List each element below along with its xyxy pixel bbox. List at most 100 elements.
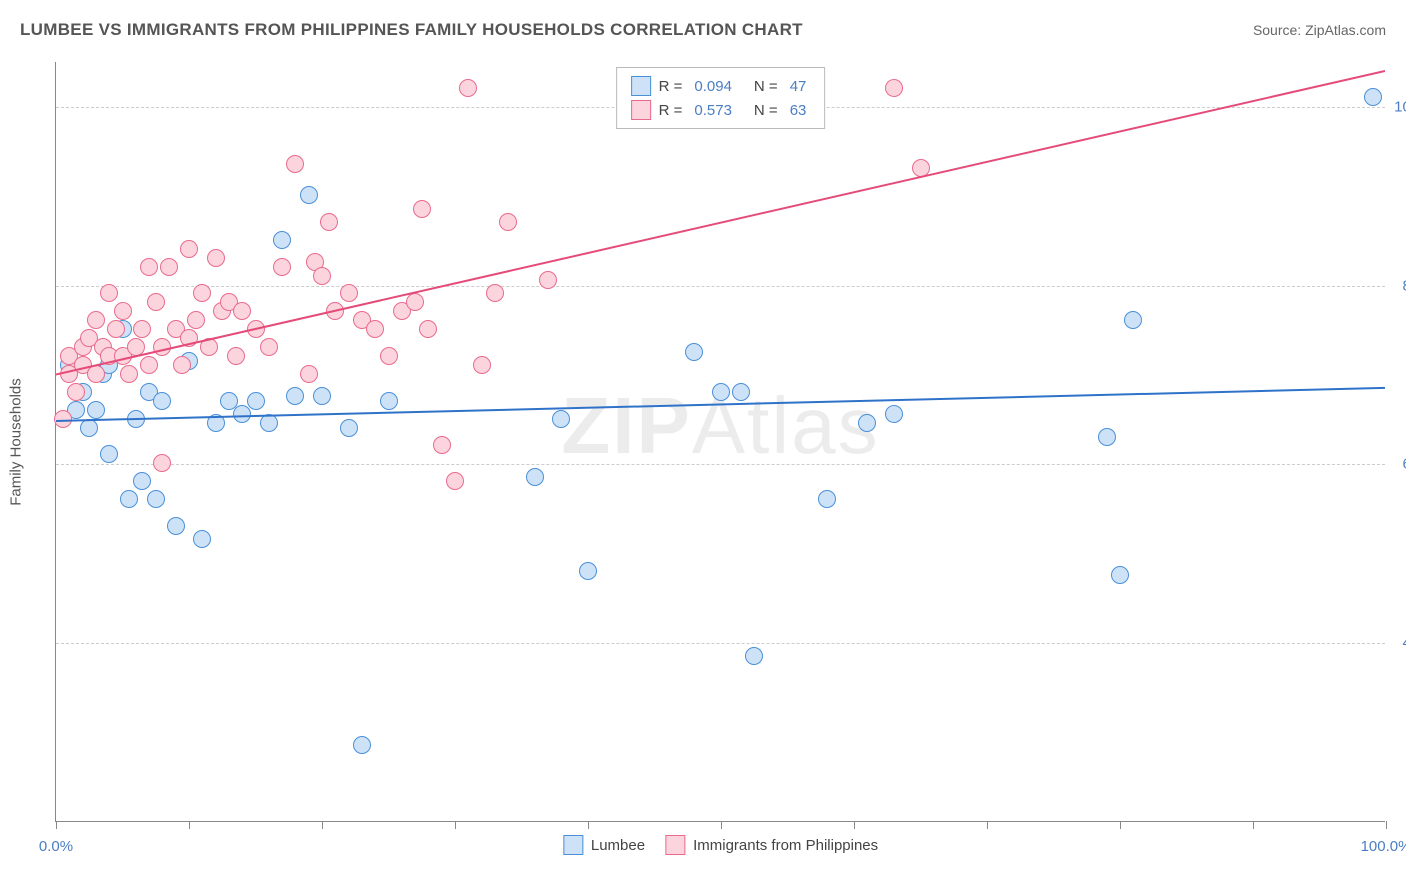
scatter-point bbox=[1111, 566, 1129, 584]
legend-item: Lumbee bbox=[563, 835, 645, 855]
scatter-point bbox=[140, 258, 158, 276]
legend-label: Lumbee bbox=[591, 837, 645, 854]
scatter-point bbox=[207, 249, 225, 267]
legend-swatch bbox=[631, 100, 651, 120]
scatter-point bbox=[406, 293, 424, 311]
scatter-point bbox=[552, 410, 570, 428]
scatter-point bbox=[207, 414, 225, 432]
n-label: N = bbox=[754, 78, 778, 95]
scatter-point bbox=[320, 213, 338, 231]
r-value: 0.094 bbox=[694, 78, 732, 95]
scatter-point bbox=[120, 490, 138, 508]
y-tick-label: 60.0% bbox=[1402, 456, 1406, 473]
scatter-point bbox=[685, 343, 703, 361]
scatter-point bbox=[114, 302, 132, 320]
scatter-point bbox=[247, 320, 265, 338]
scatter-point bbox=[87, 365, 105, 383]
scatter-point bbox=[526, 468, 544, 486]
scatter-point bbox=[313, 267, 331, 285]
scatter-point bbox=[380, 347, 398, 365]
scatter-point bbox=[326, 302, 344, 320]
scatter-point bbox=[187, 311, 205, 329]
scatter-point bbox=[147, 490, 165, 508]
scatter-point bbox=[446, 472, 464, 490]
scatter-point bbox=[286, 387, 304, 405]
chart-header: LUMBEE VS IMMIGRANTS FROM PHILIPPINES FA… bbox=[0, 0, 1406, 50]
scatter-point bbox=[433, 436, 451, 454]
scatter-point bbox=[353, 736, 371, 754]
legend-row: R = 0.573 N = 63 bbox=[631, 98, 811, 122]
scatter-point bbox=[273, 258, 291, 276]
scatter-chart: Family Households ZIPAtlas 40.0%60.0%80.… bbox=[55, 62, 1385, 822]
scatter-point bbox=[1124, 311, 1142, 329]
legend-swatch bbox=[631, 76, 651, 96]
x-tick-label: 0.0% bbox=[39, 838, 73, 855]
scatter-point bbox=[380, 392, 398, 410]
scatter-point bbox=[160, 258, 178, 276]
scatter-point bbox=[193, 530, 211, 548]
scatter-point bbox=[100, 284, 118, 302]
scatter-point bbox=[260, 414, 278, 432]
scatter-point bbox=[100, 445, 118, 463]
scatter-point bbox=[712, 383, 730, 401]
scatter-point bbox=[300, 365, 318, 383]
x-tick bbox=[455, 821, 456, 829]
x-tick bbox=[1253, 821, 1254, 829]
n-value: 47 bbox=[790, 78, 807, 95]
scatter-point bbox=[67, 383, 85, 401]
scatter-point bbox=[173, 356, 191, 374]
scatter-point bbox=[133, 320, 151, 338]
scatter-point bbox=[366, 320, 384, 338]
scatter-point bbox=[200, 338, 218, 356]
scatter-point bbox=[247, 392, 265, 410]
legend-swatch bbox=[665, 835, 685, 855]
gridline bbox=[56, 286, 1385, 287]
scatter-point bbox=[54, 410, 72, 428]
legend-swatch bbox=[563, 835, 583, 855]
scatter-point bbox=[273, 231, 291, 249]
trend-lines bbox=[56, 62, 1385, 821]
y-tick-label: 40.0% bbox=[1402, 635, 1406, 652]
x-tick bbox=[1120, 821, 1121, 829]
scatter-point bbox=[147, 293, 165, 311]
scatter-point bbox=[413, 200, 431, 218]
scatter-point bbox=[127, 338, 145, 356]
x-tick bbox=[56, 821, 57, 829]
scatter-point bbox=[499, 213, 517, 231]
scatter-point bbox=[340, 284, 358, 302]
scatter-point bbox=[120, 365, 138, 383]
correlation-legend: R = 0.094 N = 47 R = 0.573 N = 63 bbox=[616, 67, 826, 129]
scatter-point bbox=[87, 401, 105, 419]
x-tick bbox=[189, 821, 190, 829]
scatter-point bbox=[153, 392, 171, 410]
scatter-point bbox=[858, 414, 876, 432]
legend-row: R = 0.094 N = 47 bbox=[631, 74, 811, 98]
scatter-point bbox=[286, 155, 304, 173]
scatter-point bbox=[885, 79, 903, 97]
scatter-point bbox=[459, 79, 477, 97]
scatter-point bbox=[313, 387, 331, 405]
scatter-point bbox=[140, 356, 158, 374]
x-tick bbox=[987, 821, 988, 829]
scatter-point bbox=[107, 320, 125, 338]
scatter-point bbox=[340, 419, 358, 437]
scatter-point bbox=[127, 410, 145, 428]
scatter-point bbox=[153, 454, 171, 472]
scatter-point bbox=[818, 490, 836, 508]
scatter-point bbox=[300, 186, 318, 204]
x-tick bbox=[1386, 821, 1387, 829]
scatter-point bbox=[80, 419, 98, 437]
scatter-point bbox=[539, 271, 557, 289]
x-tick-label: 100.0% bbox=[1361, 838, 1406, 855]
scatter-point bbox=[227, 347, 245, 365]
y-tick-label: 80.0% bbox=[1402, 277, 1406, 294]
n-value: 63 bbox=[790, 102, 807, 119]
scatter-point bbox=[193, 284, 211, 302]
source-label: Source: ZipAtlas.com bbox=[1253, 22, 1386, 38]
scatter-point bbox=[732, 383, 750, 401]
n-label: N = bbox=[754, 102, 778, 119]
r-value: 0.573 bbox=[694, 102, 732, 119]
gridline bbox=[56, 643, 1385, 644]
scatter-point bbox=[180, 240, 198, 258]
scatter-point bbox=[153, 338, 171, 356]
